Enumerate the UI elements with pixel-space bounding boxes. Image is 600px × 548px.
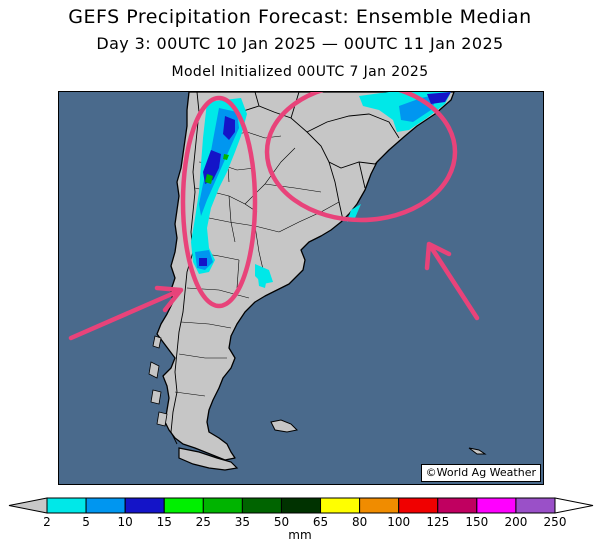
colorbar-tick-label: 125 xyxy=(426,515,449,529)
colorbar-tick-label: 150 xyxy=(465,515,488,529)
colorbar-swatch xyxy=(476,497,517,514)
colorbar-swatch xyxy=(202,497,243,514)
colorbar-swatch xyxy=(46,497,87,514)
south-georgia xyxy=(468,447,487,455)
colorbar-tick-label: 10 xyxy=(118,515,133,529)
colorbar-swatch xyxy=(124,497,165,514)
map-title: GEFS Precipitation Forecast: Ensemble Me… xyxy=(68,6,532,28)
falkland-islands xyxy=(270,419,299,433)
colorbar-swatch xyxy=(320,497,361,514)
chile-islands xyxy=(148,335,168,427)
colorbar: 2 5 10 15 25 35 50 65 80 100 125 150 200 250 xyxy=(8,497,594,529)
colorbar-tick-label: 65 xyxy=(313,515,328,529)
annotation-arrow-left xyxy=(68,285,184,341)
colorbar-swatch xyxy=(280,497,322,514)
colorbar-high-extend xyxy=(554,497,594,514)
colorbar-tick-label: 80 xyxy=(352,515,367,529)
annotation-ellipse-andes xyxy=(180,95,258,309)
colorbar-swatch xyxy=(85,497,126,514)
colorbar-tick-label: 250 xyxy=(544,515,567,529)
colorbar-tick-label: 15 xyxy=(157,515,172,529)
valid-period: Day 3: 00UTC 10 Jan 2025 — 00UTC 11 Jan … xyxy=(96,34,504,53)
colorbar-tick-label: 5 xyxy=(82,515,90,529)
model-init: Model Initialized 00UTC 7 Jan 2025 xyxy=(171,64,429,80)
colorbar-swatch xyxy=(359,497,400,514)
land-mass xyxy=(156,92,455,461)
colorbar-swatch xyxy=(515,497,556,514)
colorbar-low-extend xyxy=(8,497,48,514)
map-canvas xyxy=(68,92,487,471)
colorbar-tick-label: 35 xyxy=(235,515,250,529)
colorbar-swatch xyxy=(398,497,439,514)
tierra-del-fuego xyxy=(178,447,239,471)
precipitation-map: ©World Ag Weather xyxy=(58,91,544,485)
colorbar-swatch xyxy=(437,497,478,514)
colorbar-swatch xyxy=(241,497,282,514)
colorbar-tick-label: 100 xyxy=(387,515,410,529)
annotation-arrow-right xyxy=(424,241,480,321)
colorbar-tick-label: 200 xyxy=(504,515,527,529)
colorbar-unit: mm xyxy=(288,528,312,542)
colorbar-tick-label: 25 xyxy=(196,515,211,529)
colorbar-swatch xyxy=(163,497,204,514)
colorbar-tick-label: 50 xyxy=(274,515,289,529)
annotation-layer xyxy=(68,92,480,341)
copyright-label: ©World Ag Weather xyxy=(420,464,541,482)
colorbar-tick-label: 2 xyxy=(43,515,51,529)
annotation-ellipse-northeast xyxy=(264,92,458,223)
